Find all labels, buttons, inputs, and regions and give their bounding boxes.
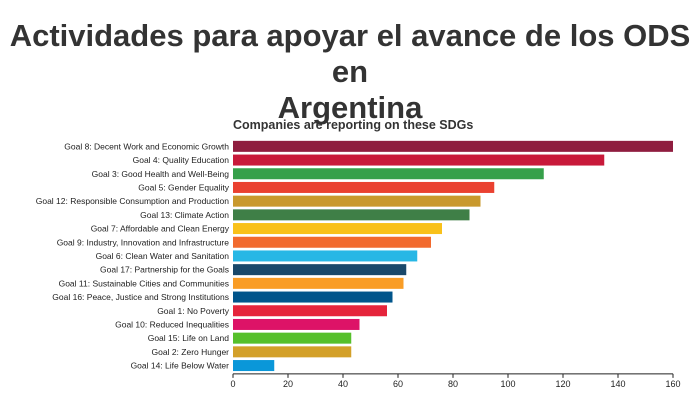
category-label-4: Goal 5: Gender Equality	[138, 182, 229, 192]
category-label-12: Goal 16: Peace, Justice and Strong Insti…	[52, 292, 229, 302]
page-title-line-1: Actividades para apoyar el avance de los…	[9, 18, 691, 89]
x-tick-label-20: 20	[283, 379, 293, 389]
bar-5	[233, 195, 481, 207]
bar-9	[233, 250, 418, 262]
bars-group	[233, 140, 673, 372]
bar-13	[233, 305, 387, 317]
bar-11	[233, 277, 404, 289]
x-tick-label-140: 140	[610, 379, 625, 389]
bar-2	[233, 154, 605, 166]
x-tick-label-0: 0	[230, 379, 235, 389]
category-label-3: Goal 3: Good Health and Well-Being	[92, 169, 230, 179]
chart-title: Companies are reporting on these SDGs	[233, 118, 473, 132]
x-tick-label-40: 40	[338, 379, 348, 389]
bar-16	[233, 346, 352, 358]
x-tick-label-60: 60	[393, 379, 403, 389]
category-label-14: Goal 10: Reduced Inequalities	[115, 319, 229, 329]
category-label-17: Goal 14: Life Below Water	[131, 361, 230, 371]
bar-6	[233, 209, 470, 221]
category-label-2: Goal 4: Quality Education	[133, 155, 230, 165]
bar-8	[233, 236, 431, 248]
x-tick-label-80: 80	[448, 379, 458, 389]
category-label-5: Goal 12: Responsible Consumption and Pro…	[36, 196, 230, 206]
category-label-11: Goal 11: Sustainable Cities and Communit…	[59, 278, 229, 288]
bar-1	[233, 140, 673, 152]
bar-4	[233, 181, 495, 193]
category-label-8: Goal 9: Industry, Innovation and Infrast…	[57, 237, 230, 247]
category-labels-group: Goal 8: Decent Work and Economic Growth G…	[36, 141, 230, 370]
category-label-9: Goal 6: Clean Water and Sanitation	[96, 251, 230, 261]
category-label-13: Goal 1: No Poverty	[157, 306, 230, 316]
category-label-7: Goal 7: Affordable and Clean Energy	[91, 224, 230, 234]
x-axis: 0 20 40 60 80 100 120 140 160	[230, 373, 681, 389]
x-tick-label-160: 160	[665, 379, 680, 389]
x-tick-label-100: 100	[500, 379, 515, 389]
bar-15	[233, 332, 352, 344]
page-title: Actividades para apoyar el avance de los…	[0, 18, 700, 126]
bar-17	[233, 360, 275, 372]
category-label-16: Goal 2: Zero Hunger	[152, 347, 230, 357]
bar-3	[233, 168, 544, 180]
x-tick-label-120: 120	[555, 379, 570, 389]
category-label-15: Goal 15: Life on Land	[148, 333, 230, 343]
category-label-6: Goal 13: Climate Action	[140, 210, 229, 220]
bar-10	[233, 264, 407, 276]
bar-12	[233, 291, 393, 303]
bar-7	[233, 223, 442, 235]
page-title-line-2: Argentina	[277, 90, 423, 125]
category-label-1: Goal 8: Decent Work and Economic Growth	[64, 141, 229, 151]
bar-14	[233, 318, 360, 330]
category-label-10: Goal 17: Partnership for the Goals	[100, 265, 229, 275]
